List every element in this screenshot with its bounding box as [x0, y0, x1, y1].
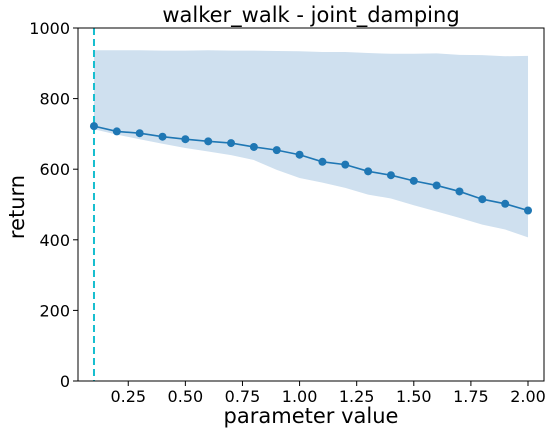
data-point — [455, 187, 464, 196]
x-tick-label: 0.75 — [225, 387, 261, 406]
data-point — [135, 129, 144, 138]
x-tick-label: 1.00 — [282, 387, 318, 406]
y-tick-label: 0 — [60, 372, 70, 391]
data-point — [478, 195, 487, 204]
data-point — [501, 199, 510, 208]
data-point — [249, 142, 258, 151]
data-point — [524, 206, 533, 215]
x-tick-label: 2.00 — [510, 387, 546, 406]
y-axis-label: return — [5, 175, 29, 239]
plot-frame — [77, 27, 545, 382]
data-point — [386, 171, 395, 180]
x-tick-label: 1.75 — [453, 387, 489, 406]
data-point — [158, 132, 167, 141]
plot-area: 0.25 0.50 0.75 1.00 1.25 1.50 1.75 2.00 0 200 400 6… — [29, 19, 546, 406]
x-tick-label: 0.25 — [110, 387, 146, 406]
y-tick-label: 800 — [39, 90, 70, 109]
y-tick-label: 400 — [39, 231, 70, 250]
data-point — [364, 167, 373, 176]
data-point — [409, 176, 418, 185]
x-tick-label: 0.50 — [168, 387, 204, 406]
x-tick-label: 1.25 — [339, 387, 375, 406]
data-point — [181, 135, 190, 144]
data-point — [432, 181, 441, 190]
y-tick-label: 600 — [39, 160, 70, 179]
data-point — [204, 137, 213, 146]
data-point — [318, 157, 327, 166]
data-point — [272, 146, 281, 155]
y-tick-label: 200 — [39, 301, 70, 320]
data-point — [89, 122, 98, 131]
data-point — [295, 150, 304, 159]
data-point — [341, 160, 350, 169]
x-axis-label: parameter value — [224, 404, 399, 428]
x-tick-label: 1.50 — [396, 387, 432, 406]
chart-title: walker_walk - joint_damping — [162, 3, 459, 28]
confidence-band — [93, 50, 529, 238]
data-point — [112, 127, 121, 136]
data-point — [227, 139, 236, 148]
y-tick-label: 1000 — [29, 19, 70, 38]
